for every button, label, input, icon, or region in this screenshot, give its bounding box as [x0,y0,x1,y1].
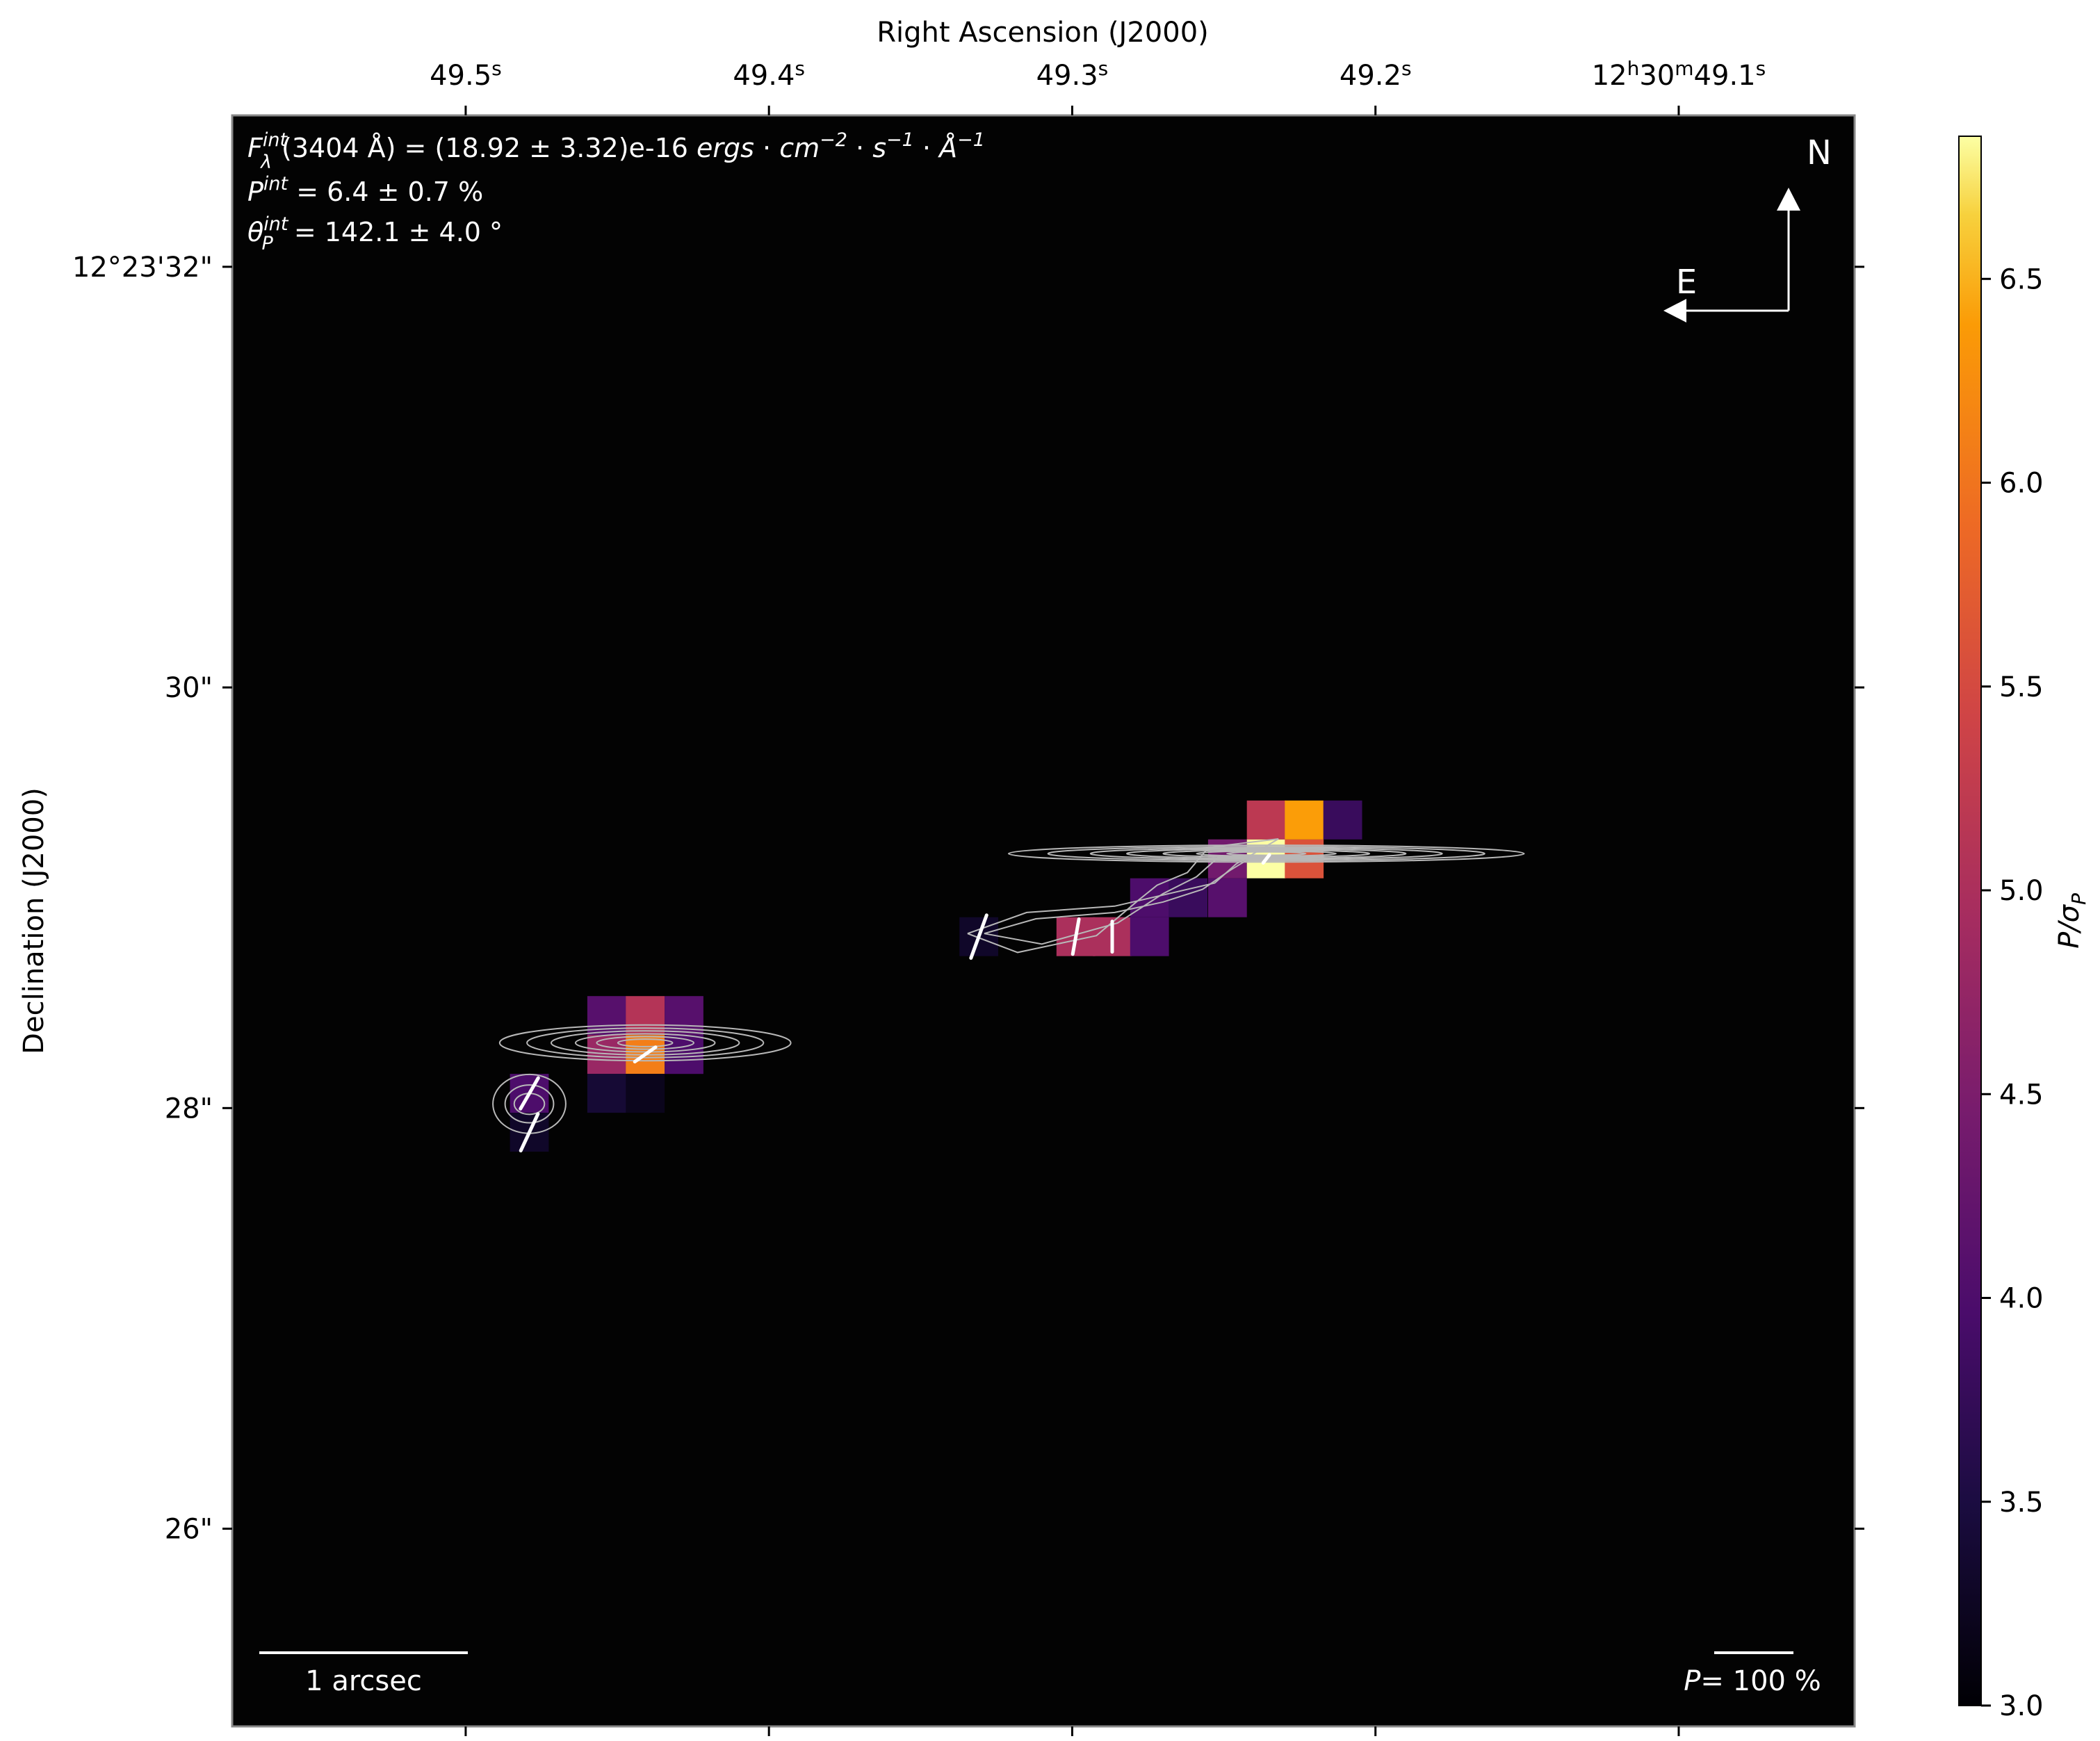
flux-contour [984,855,1255,945]
heatmap-pixel [1285,800,1324,840]
polarization-scale-label: P= 100 % [1684,1665,1821,1697]
colorbar [1958,136,1982,1706]
colorbar-tick-label: 5.0 [1999,875,2044,907]
flux-contour [967,838,1279,954]
heatmap-pixel [626,1074,665,1113]
arcsec-scale-label: 1 arcsec [305,1665,422,1697]
colorbar-tick-label: 3.5 [1999,1487,2044,1519]
colorbar-label: P/σP [2053,893,2090,949]
y-tick-label: 12°23'32" [72,252,213,284]
colorbar-tick-label: 6.5 [1999,263,2044,295]
polarization-vectors [519,853,1271,1153]
polarization-vector [633,1045,658,1064]
x-tick-label: 49.5s [430,57,502,92]
polarization-degree-annotation: Pint = 6.4 ± 0.7 % [247,173,483,207]
colorbar-tick-label: 3.0 [1999,1690,2044,1722]
colorbar-tick-label: 5.5 [1999,671,2044,703]
heatmap-pixel [1323,800,1362,840]
flux-contour [526,1027,765,1059]
heatmap-pixel [626,996,665,1036]
plot-frame [231,114,1856,1728]
y-axis-ticks: 12°23'32" 30" 28" 26" [72,252,1864,1546]
colorbar-tick-label: 6.0 [1999,468,2044,500]
colorbar-tick-label: 4.0 [1999,1283,2044,1315]
x-tick-label: 49.3s [1036,57,1109,92]
flux-annotation: Fint λ (3404 Å) = (18.92 ± 3.32)e-16 ergs … [247,129,985,173]
y-axis-label: Declination (J2000) [18,787,50,1054]
flux-contour [1226,851,1307,856]
x-tick-label: 49.2s [1340,57,1412,92]
colorbar-ticks: 3.0 3.5 4.0 4.5 5.0 5.5 6.0 6.5 [1981,263,2044,1722]
y-tick-label: 26" [165,1514,213,1546]
east-label: E [1676,263,1697,302]
polarization-vector [969,913,988,960]
x-tick-label: 49.4s [733,57,805,92]
flux-contour [617,1038,674,1047]
colorbar-tick-label: 4.5 [1999,1079,2044,1111]
y-tick-label: 28" [165,1093,213,1125]
compass: N E [1663,133,1832,322]
plot-area [231,114,1856,1728]
y-tick-label: 30" [165,672,213,704]
heatmap-pixel [1207,878,1247,917]
flux-contour [504,1084,555,1124]
flux-contour [498,1024,792,1062]
north-label: N [1807,133,1832,172]
polarization-vector [519,1076,540,1111]
x-tick-label: 12h30m49.1s [1592,57,1766,92]
x-axis-ticks: 49.5s 49.4s 49.3s 49.2s 12h30m49.1s [430,57,1766,1736]
polarization-angle-annotation: θint P = 142.1 ± 4.0 ° [247,213,503,254]
flux-contour [596,1036,695,1050]
heatmap-pixel [1130,917,1169,956]
heatmap-pixel [1246,800,1286,840]
heatmap-pixel [587,1074,626,1113]
x-axis-label: Right Ascension (J2000) [877,17,1209,49]
polarization-vector [519,1112,540,1153]
east-arrowhead-icon [1663,299,1686,322]
flux-contour [1007,844,1525,863]
polarization-vector [1071,917,1081,956]
north-arrowhead-icon [1777,188,1800,211]
flux-contour [574,1033,716,1053]
polarization-vector [1261,853,1271,865]
